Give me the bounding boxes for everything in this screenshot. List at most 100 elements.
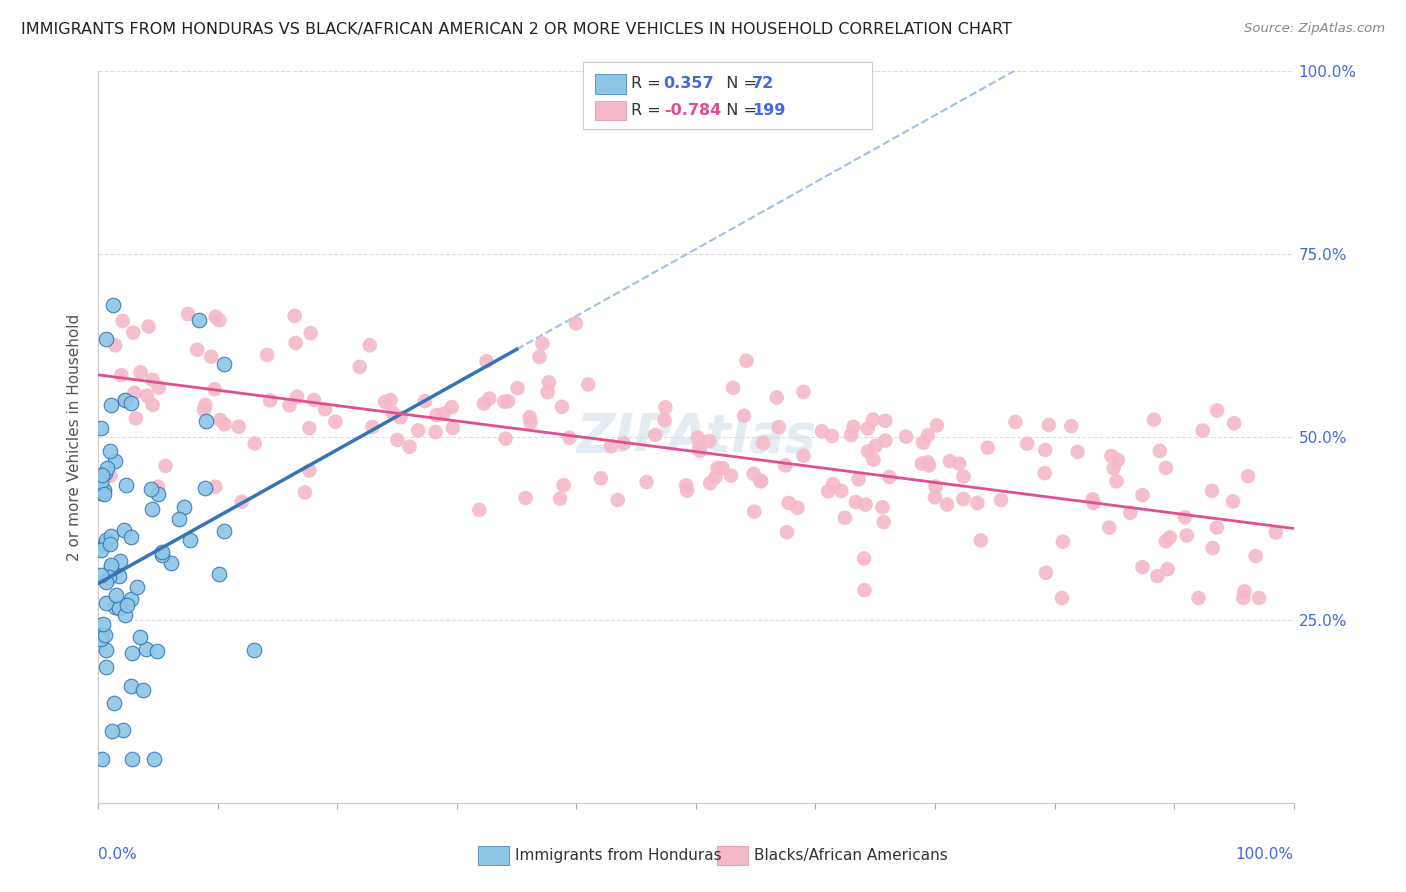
Point [111,314,134,328]
Point [426,408,449,422]
Point [939,454,962,468]
Point [129,365,152,379]
Point [96,461,118,475]
Point [278,398,301,412]
Point [1066,445,1088,459]
Point [208,566,231,581]
Point [1033,442,1056,457]
Point [120,679,142,693]
Point [100,560,122,574]
Point [142,398,165,412]
Point [179,533,201,548]
Text: Immigrants from Honduras: Immigrants from Honduras [515,848,721,863]
Point [468,503,491,517]
Point [204,310,226,324]
Point [519,410,541,425]
Point [200,350,222,364]
Point [110,554,132,568]
Point [152,549,174,563]
Point [924,491,946,505]
Point [1154,534,1177,549]
Point [842,420,865,434]
Point [496,394,519,409]
Point [1081,492,1104,507]
Point [177,307,200,321]
Point [103,696,125,710]
Point [711,461,734,475]
Point [128,630,150,644]
Point [1099,449,1122,463]
Point [536,385,558,400]
Point [231,495,253,509]
Point [1143,412,1166,426]
Point [688,441,710,455]
Point [830,483,852,498]
Point [212,524,235,538]
Point [936,498,959,512]
Point [94,533,117,547]
Point [91,616,114,631]
Point [865,439,887,453]
Point [194,398,217,412]
Point [952,469,974,483]
Point [519,416,541,430]
Point [834,511,856,525]
Point [721,381,744,395]
Point [918,458,941,473]
Point [93,483,115,498]
Point [875,414,897,428]
Point [141,483,163,497]
Point [775,458,797,473]
Point [425,425,447,439]
Point [440,400,463,414]
Point [105,588,128,602]
Point [1146,569,1168,583]
Point [644,428,666,442]
Text: 0.0%: 0.0% [98,847,138,862]
Point [1232,591,1254,605]
Point [948,457,970,471]
Point [1191,424,1213,438]
Point [855,498,877,512]
Point [911,435,934,450]
Point [107,569,129,583]
Point [243,643,266,657]
Text: 72: 72 [752,77,775,91]
Point [98,444,121,458]
Point [970,533,993,548]
Point [112,523,135,537]
Point [1154,460,1177,475]
Point [894,430,917,444]
Point [529,350,551,364]
Point [194,481,217,495]
Point [768,420,790,434]
Point [811,424,834,438]
Point [138,319,160,334]
Point [90,752,112,766]
Point [299,326,322,340]
Point [1149,443,1171,458]
Point [589,471,612,485]
Point [122,326,145,340]
Point [98,537,121,551]
Text: R =: R = [631,103,666,118]
Point [387,433,409,447]
Point [115,598,138,612]
Point [120,530,142,544]
Point [441,421,464,435]
Point [686,431,709,445]
Point [298,464,321,478]
Point [704,470,727,484]
Point [873,515,896,529]
Point [209,413,232,427]
Point [778,496,800,510]
Text: R =: R = [631,77,666,91]
Point [204,382,226,396]
Point [733,409,755,423]
Point [114,392,136,407]
Point [243,436,266,450]
Point [924,480,946,494]
Point [792,384,814,399]
Point [613,436,636,450]
Point [531,336,554,351]
